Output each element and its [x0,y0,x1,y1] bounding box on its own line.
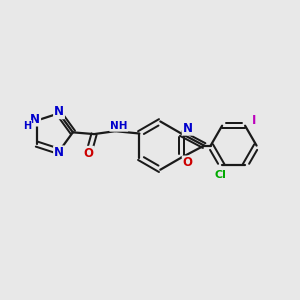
Text: O: O [183,157,193,169]
Text: N: N [183,122,193,135]
Text: N: N [30,112,40,126]
Text: H: H [23,121,31,131]
Text: NH: NH [110,121,128,131]
Text: Cl: Cl [215,170,226,180]
Text: O: O [84,147,94,160]
Text: N: N [54,105,64,118]
Text: I: I [252,114,256,127]
Text: N: N [54,146,64,159]
